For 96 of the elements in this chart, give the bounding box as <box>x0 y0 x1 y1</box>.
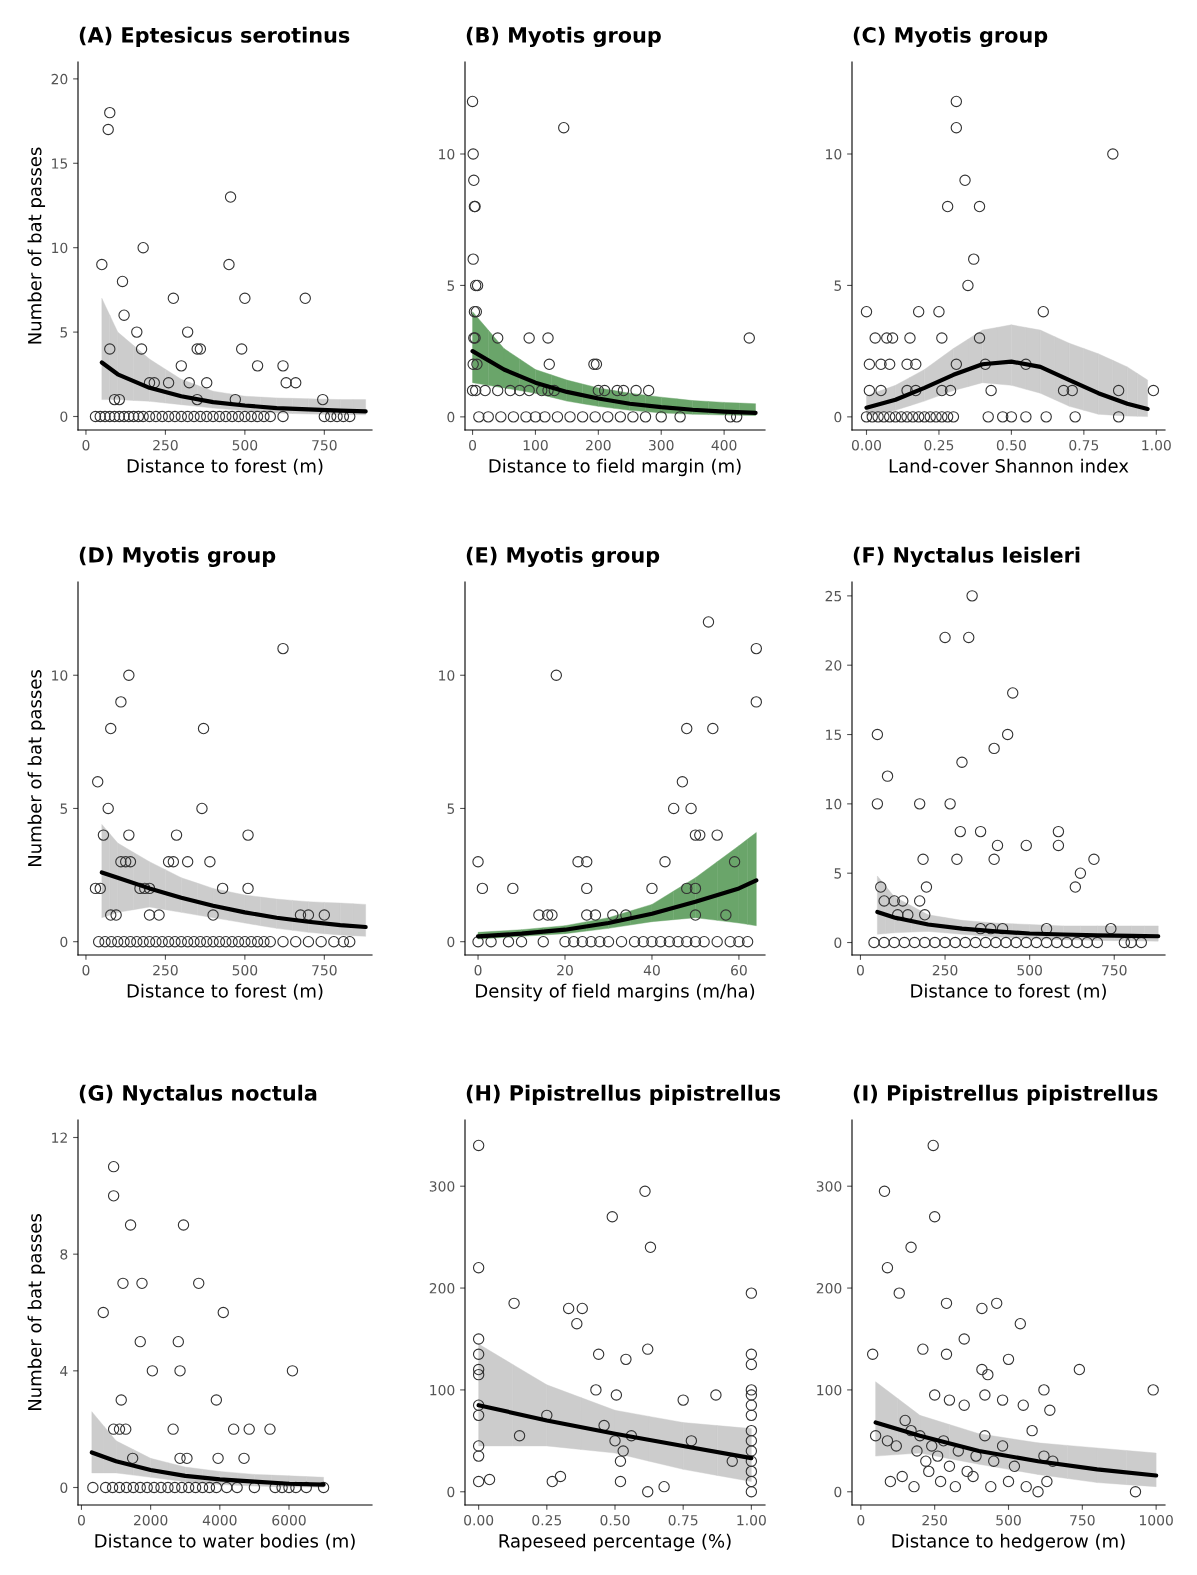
x-tick-label: 0.75 <box>1069 439 1099 451</box>
x-tick-label: 0 <box>82 439 90 451</box>
y-tick-label: 5 <box>60 803 68 814</box>
x-tick-label: 60 <box>731 964 747 976</box>
chart-title: (I) Pipistrellus pipistrellus <box>853 1084 1158 1105</box>
x-tick-label: 250 <box>153 964 178 976</box>
x-tick-label: 100 <box>523 439 548 451</box>
x-tick-label: 750 <box>1102 964 1127 976</box>
y-tick-label: 100 <box>817 1384 842 1396</box>
y-tick-label: 0 <box>834 411 842 423</box>
x-tick-label: 500 <box>1017 964 1042 976</box>
x-tick-label: 750 <box>312 439 337 451</box>
y-tick-label: 0 <box>447 411 455 423</box>
chart-title: (G) Nyctalus noctula <box>79 1084 317 1106</box>
x-tick-label: 0 <box>469 439 477 451</box>
x-tick-label: 20 <box>557 964 573 976</box>
y-tick-label: 10 <box>439 148 455 160</box>
x-tick-label: 40 <box>643 964 660 976</box>
chart-title: (D) Myotis group <box>79 546 276 568</box>
x-tick-label: 0 <box>857 1514 865 1526</box>
x-tick-label: 500 <box>232 439 258 451</box>
x-axis-title: Density of field margins (m/ha) <box>476 983 755 1002</box>
x-tick-label: 400 <box>711 439 737 451</box>
y-tick-label: 5 <box>834 280 842 291</box>
x-tick-label: 300 <box>649 439 674 451</box>
y-tick-label: 300 <box>816 1181 842 1192</box>
x-tick-label: 500 <box>996 1514 1021 1526</box>
x-axis-title: Distance to hedgerow (m) <box>892 1533 1125 1552</box>
y-tick-label: 10 <box>439 670 455 681</box>
x-tick-label: 1000 <box>1139 1514 1173 1526</box>
x-tick-label: 250 <box>932 964 958 976</box>
x-axis-title: Distance to field margin (m) <box>489 458 741 477</box>
x-axis-title: Distance to forest (m) <box>127 458 323 475</box>
x-tick-label: 750 <box>312 964 337 976</box>
x-tick-label: 0.75 <box>668 1514 698 1526</box>
y-axis-title: Number of bat passes <box>27 1214 46 1411</box>
x-tick-label: 2000 <box>133 1514 168 1526</box>
x-axis-title: Land-cover Shannon index <box>889 458 1129 473</box>
chart-title: (E) Myotis group <box>466 546 660 568</box>
x-tick-label: 250 <box>922 1514 948 1526</box>
x-tick-label: 1.00 <box>1142 439 1171 451</box>
y-tick-label: 300 <box>429 1181 455 1192</box>
x-axis-title: Distance to forest (m) <box>127 983 323 1000</box>
x-tick-label: 0 <box>77 1514 85 1526</box>
y-tick-label: 0 <box>834 1486 842 1498</box>
x-tick-label: 0.25 <box>532 1514 562 1526</box>
y-tick-label: 10 <box>52 242 68 254</box>
y-axis-title: Number of bat passes <box>27 147 46 344</box>
chart-title: (B) Myotis group <box>466 26 661 48</box>
y-tick-label: 0 <box>60 936 68 948</box>
x-tick-label: 0 <box>856 964 864 976</box>
x-tick-label: 500 <box>232 964 258 976</box>
x-tick-label: 1.00 <box>737 1514 766 1526</box>
x-axis-title: Rapeseed percentage (%) <box>499 1533 731 1552</box>
x-tick-label: 4000 <box>202 1514 237 1526</box>
x-tick-label: 250 <box>153 439 178 451</box>
y-tick-label: 5 <box>447 803 455 814</box>
x-tick-label: 0.00 <box>464 1514 494 1526</box>
y-tick-label: 0 <box>834 937 842 948</box>
x-tick-label: 0 <box>474 964 482 976</box>
chart-title: (A) Eptesicus serotinus <box>79 26 350 47</box>
y-tick-label: 10 <box>52 670 68 681</box>
y-tick-label: 20 <box>51 73 68 85</box>
y-tick-label: 200 <box>429 1283 455 1294</box>
y-tick-label: 100 <box>430 1384 455 1396</box>
y-tick-label: 20 <box>825 660 842 671</box>
x-tick-label: 0.50 <box>600 1514 630 1526</box>
y-tick-label: 5 <box>60 327 68 338</box>
y-tick-label: 200 <box>816 1283 842 1294</box>
y-tick-label: 4 <box>60 1365 68 1377</box>
x-tick-label: 750 <box>1070 1514 1095 1526</box>
y-tick-label: 0 <box>447 936 455 948</box>
chart-title: (C) Myotis group <box>853 26 1048 48</box>
y-tick-label: 15 <box>826 729 842 740</box>
chart-title: (F) Nyctalus leisleri <box>853 546 1080 568</box>
y-tick-label: 0 <box>60 411 68 422</box>
y-tick-label: 5 <box>834 868 842 879</box>
y-axis-title: Number of bat passes <box>27 670 46 867</box>
y-tick-label: 0 <box>60 1482 68 1493</box>
chart-title: (H) Pipistrellus pipistrellus <box>466 1084 781 1105</box>
x-axis-title: Distance to water bodies (m) <box>95 1533 355 1550</box>
y-tick-label: 15 <box>52 158 68 169</box>
x-tick-label: 200 <box>586 439 611 451</box>
y-tick-label: 25 <box>825 590 842 602</box>
x-tick-label: 0.00 <box>851 439 882 451</box>
y-tick-label: 10 <box>826 798 842 810</box>
y-tick-label: 0 <box>447 1486 455 1498</box>
x-tick-label: 0.50 <box>996 439 1026 451</box>
x-tick-label: 0 <box>82 964 90 976</box>
y-tick-label: 5 <box>447 280 455 291</box>
y-tick-label: 10 <box>826 148 842 160</box>
x-tick-label: 6000 <box>272 1514 306 1526</box>
y-tick-label: 8 <box>60 1249 68 1260</box>
y-tick-label: 12 <box>52 1132 67 1143</box>
x-tick-label: 0.25 <box>924 439 954 451</box>
x-axis-title: Distance to forest (m) <box>911 983 1106 1000</box>
